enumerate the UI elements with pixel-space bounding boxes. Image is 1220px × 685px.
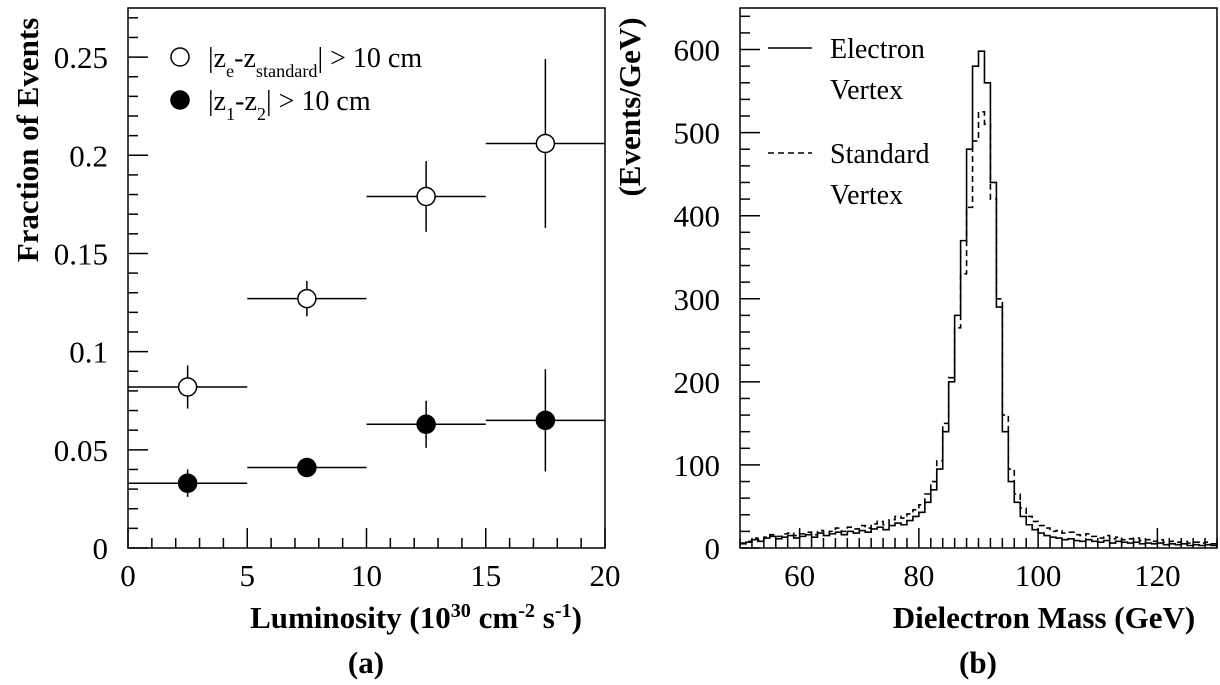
x-tick-label: 15	[470, 558, 501, 593]
filled-circle-point	[416, 414, 436, 435]
y-tick-label: 0	[93, 531, 109, 566]
y-tick-label: 600	[674, 33, 721, 68]
y-tick-label: 200	[674, 365, 721, 400]
y-tick-label: 0.2	[69, 138, 108, 173]
x-tick-label: 80	[903, 558, 934, 593]
panel-b-marks	[740, 50, 1217, 547]
x-tick-label: 60	[784, 558, 815, 593]
panel-a-legend: |ze-zstandard| > 10 cm |z1-z2| > 10 cm	[170, 43, 422, 124]
legend-entry-label: Electron	[830, 34, 925, 65]
x-tick-label: 120	[1134, 558, 1181, 593]
panel-b-legend: Electron Vertex Standard Vertex	[768, 34, 930, 211]
panel-b-tick-labels: 60 80 100 120 0 100 200 300 400 500 600	[674, 33, 1181, 593]
x-tick-label: 10	[351, 558, 382, 593]
y-tick-label: 400	[674, 199, 721, 234]
y-tick-label: 0.1	[69, 335, 108, 370]
panel-a-x-axis-label: Luminosity (1030 cm-2 s-1)	[250, 600, 582, 635]
y-tick-label: 0.25	[54, 40, 108, 75]
y-tick-label: 100	[674, 448, 721, 483]
panel-a-marks	[128, 59, 605, 497]
legend-entry-label: Vertex	[830, 180, 903, 211]
legend-open-circle-icon	[170, 47, 190, 67]
filled-circle-point	[535, 410, 556, 431]
legend-entry-label: Standard	[830, 139, 930, 170]
y-tick-label: 0.15	[54, 236, 108, 271]
standard-vertex-histogram	[740, 111, 1217, 545]
panel-b: 60 80 100 120 0 100 200 300 400 500 600 Electron Ve…	[612, 7, 1218, 680]
open-circle-point	[177, 377, 198, 397]
panel-a-ticks	[127, 17, 606, 549]
x-tick-label: 20	[590, 558, 621, 593]
panel-a-y-axis-label: Fraction of Events	[10, 18, 45, 263]
open-circle-point	[535, 133, 556, 154]
filled-circle-point	[177, 473, 198, 493]
electron-vertex-histogram	[740, 50, 1217, 547]
filled-circle-point	[297, 457, 317, 478]
panel-a-label: (a)	[348, 645, 384, 680]
y-tick-label: 0	[705, 531, 721, 566]
x-tick-label: 100	[1015, 558, 1062, 593]
open-circle-point	[416, 186, 436, 207]
legend-entry-label: |z1-z2| > 10 cm	[208, 86, 371, 124]
panel-b-x-axis-label: Dielectron Mass (GeV)	[893, 600, 1195, 635]
panel-b-frame	[739, 7, 1218, 549]
panel-b-label: (b)	[959, 645, 997, 680]
legend-entry-label: |ze-zstandard| > 10 cm	[208, 43, 422, 81]
x-tick-label: 0	[120, 558, 136, 593]
legend-filled-circle-icon	[170, 90, 190, 110]
x-tick-label: 5	[240, 558, 256, 593]
y-tick-label: 0.05	[54, 433, 108, 468]
y-tick-label: 300	[674, 282, 721, 317]
panel-a: 0 5 10 15 20 0 0.05 0.1 0.15 0.2 0.25 |ze-zstandar…	[10, 7, 621, 680]
panel-b-ticks	[739, 15, 1218, 549]
legend-entry-label: Vertex	[830, 75, 903, 106]
panel-b-y-axis-label: (Events/GeV)	[612, 17, 647, 196]
panel-a-tick-labels: 0 5 10 15 20 0 0.05 0.1 0.15 0.2 0.25	[54, 40, 621, 593]
open-circle-point	[297, 288, 317, 309]
y-tick-label: 500	[674, 116, 721, 151]
